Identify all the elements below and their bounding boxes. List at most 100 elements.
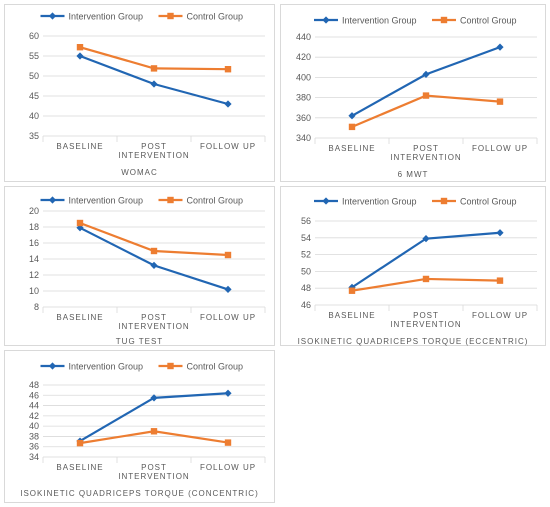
x-axis: BASELINE POST INTERVENTION FOLLOW UP — [42, 136, 266, 160]
legend-marker — [48, 12, 57, 20]
legend-item-intervention-group: Intervention Group — [40, 362, 143, 372]
series-intervention-group — [76, 52, 232, 108]
series-control-group — [76, 428, 232, 447]
chart-panel-womac: Intervention Group Control Group 35 40 45 50 5… — [4, 4, 275, 182]
data-point — [348, 287, 356, 294]
legend-marker — [167, 362, 174, 370]
x-tick-label: FOLLOW UP — [472, 311, 528, 320]
legend-item-control-group: Control Group — [432, 16, 517, 26]
y-tick-label: 46 — [29, 390, 39, 400]
series-control-group — [76, 44, 232, 73]
data-point — [224, 251, 232, 259]
chart-title: ISOKINETIC QUADRICEPS TORQUE (CONCENTRIC… — [20, 489, 259, 498]
data-point — [348, 123, 356, 131]
y-tick-label: 18 — [29, 222, 39, 232]
legend: Intervention Group Control Group — [40, 12, 243, 22]
series-control-group — [76, 219, 232, 259]
x-tick-label: FOLLOW UP — [200, 142, 256, 151]
legend-label: Intervention Group — [342, 16, 417, 26]
legend-item-intervention-group: Intervention Group — [314, 16, 417, 26]
chart-panel-eccentric: Intervention Group Control Group 46 48 50 52 5… — [280, 186, 546, 346]
y-tick-label: 14 — [29, 254, 39, 264]
legend-marker — [48, 196, 57, 204]
legend-item-control-group: Control Group — [432, 197, 517, 207]
y-tick-label: 10 — [29, 286, 39, 296]
chart-panel-tug: Intervention Group Control Group 8 10 12 14 16… — [4, 186, 275, 346]
x-tick-label: POST INTERVENTION — [118, 313, 189, 331]
data-point — [150, 80, 158, 88]
y-tick-label: 48 — [301, 283, 311, 293]
legend-label: Control Group — [460, 197, 517, 207]
y-tick-label: 34 — [29, 452, 39, 462]
y-tick-label: 42 — [29, 411, 39, 421]
x-tick-label: BASELINE — [56, 142, 103, 151]
y-tick-label: 340 — [296, 133, 311, 143]
x-tick-label: POST INTERVENTION — [118, 463, 189, 481]
x-axis: BASELINE POST INTERVENTION FOLLOW UP — [314, 305, 538, 329]
chart-title: WOMAC — [121, 168, 158, 177]
legend-item-control-group: Control Group — [158, 196, 243, 206]
x-tick-label: FOLLOW UP — [200, 313, 256, 322]
y-tick-label: 48 — [29, 380, 39, 390]
data-point — [150, 261, 158, 269]
x-axis: BASELINE POST INTERVENTION FOLLOW UP — [314, 138, 538, 162]
data-point — [224, 389, 232, 397]
data-point — [224, 439, 232, 446]
y-tick-label: 38 — [29, 431, 39, 441]
y-tick-label: 20 — [29, 206, 39, 216]
legend-item-control-group: Control Group — [158, 12, 243, 22]
y-tick-label: 420 — [296, 52, 311, 62]
series-intervention-group — [348, 43, 504, 120]
y-tick-label: 50 — [29, 71, 39, 81]
x-tick-label: FOLLOW UP — [472, 144, 528, 153]
y-tick-label: 40 — [29, 111, 39, 121]
chart-svg-tug: Intervention Group Control Group 8 10 12 14 16… — [29, 196, 266, 331]
data-point — [422, 275, 430, 283]
y-tick-label: 8 — [34, 302, 39, 312]
legend-item-intervention-group: Intervention Group — [40, 12, 143, 22]
legend-label: Control Group — [187, 362, 244, 372]
data-point — [224, 66, 232, 73]
chart-svg-concentric: Intervention Group Control Group343638404… — [29, 362, 266, 481]
data-point — [422, 70, 430, 78]
data-point — [76, 439, 84, 447]
data-point — [422, 235, 430, 243]
legend: Intervention Group Control Group — [40, 362, 244, 372]
y-tick-label: 16 — [29, 238, 39, 248]
x-tick-label: BASELINE — [56, 313, 103, 322]
y-tick-label: 12 — [29, 270, 39, 280]
data-point — [496, 229, 504, 237]
series-control-group — [348, 92, 504, 131]
data-point — [224, 100, 232, 108]
y-tick-label: 380 — [296, 93, 311, 103]
data-point — [496, 277, 504, 284]
data-point — [422, 92, 430, 99]
legend-marker — [322, 16, 330, 24]
x-tick-label: FOLLOW UP — [200, 463, 256, 472]
x-axis: BASELINE POST INTERVENTION FOLLOW UP — [42, 307, 266, 331]
y-tick-label: 52 — [301, 250, 311, 260]
series-line — [351, 94, 501, 128]
data-point — [150, 428, 158, 435]
y-tick-label: 60 — [29, 31, 39, 41]
x-tick-label: POST INTERVENTION — [390, 311, 461, 329]
legend-item-control-group: Control Group — [158, 362, 244, 372]
data-point — [496, 98, 504, 105]
y-tick-label: 44 — [29, 401, 39, 411]
y-tick-label: 56 — [301, 216, 311, 226]
x-tick-label: POST INTERVENTION — [118, 142, 189, 160]
series-line — [79, 54, 229, 106]
legend-label: Intervention Group — [69, 196, 144, 206]
x-tick-label: BASELINE — [328, 311, 375, 320]
y-tick-label: 54 — [301, 233, 311, 243]
y-tick-label: 35 — [29, 131, 39, 141]
y-tick-label: 46 — [301, 300, 311, 310]
y-tick-label: 400 — [296, 72, 311, 82]
legend-marker — [48, 362, 57, 370]
legend-marker — [440, 197, 448, 205]
data-point — [76, 219, 84, 227]
legend-marker — [440, 16, 448, 24]
legend-label: Intervention Group — [342, 197, 417, 207]
y-tick-label: 440 — [296, 32, 311, 42]
legend: Intervention Group Control Group — [314, 16, 517, 26]
